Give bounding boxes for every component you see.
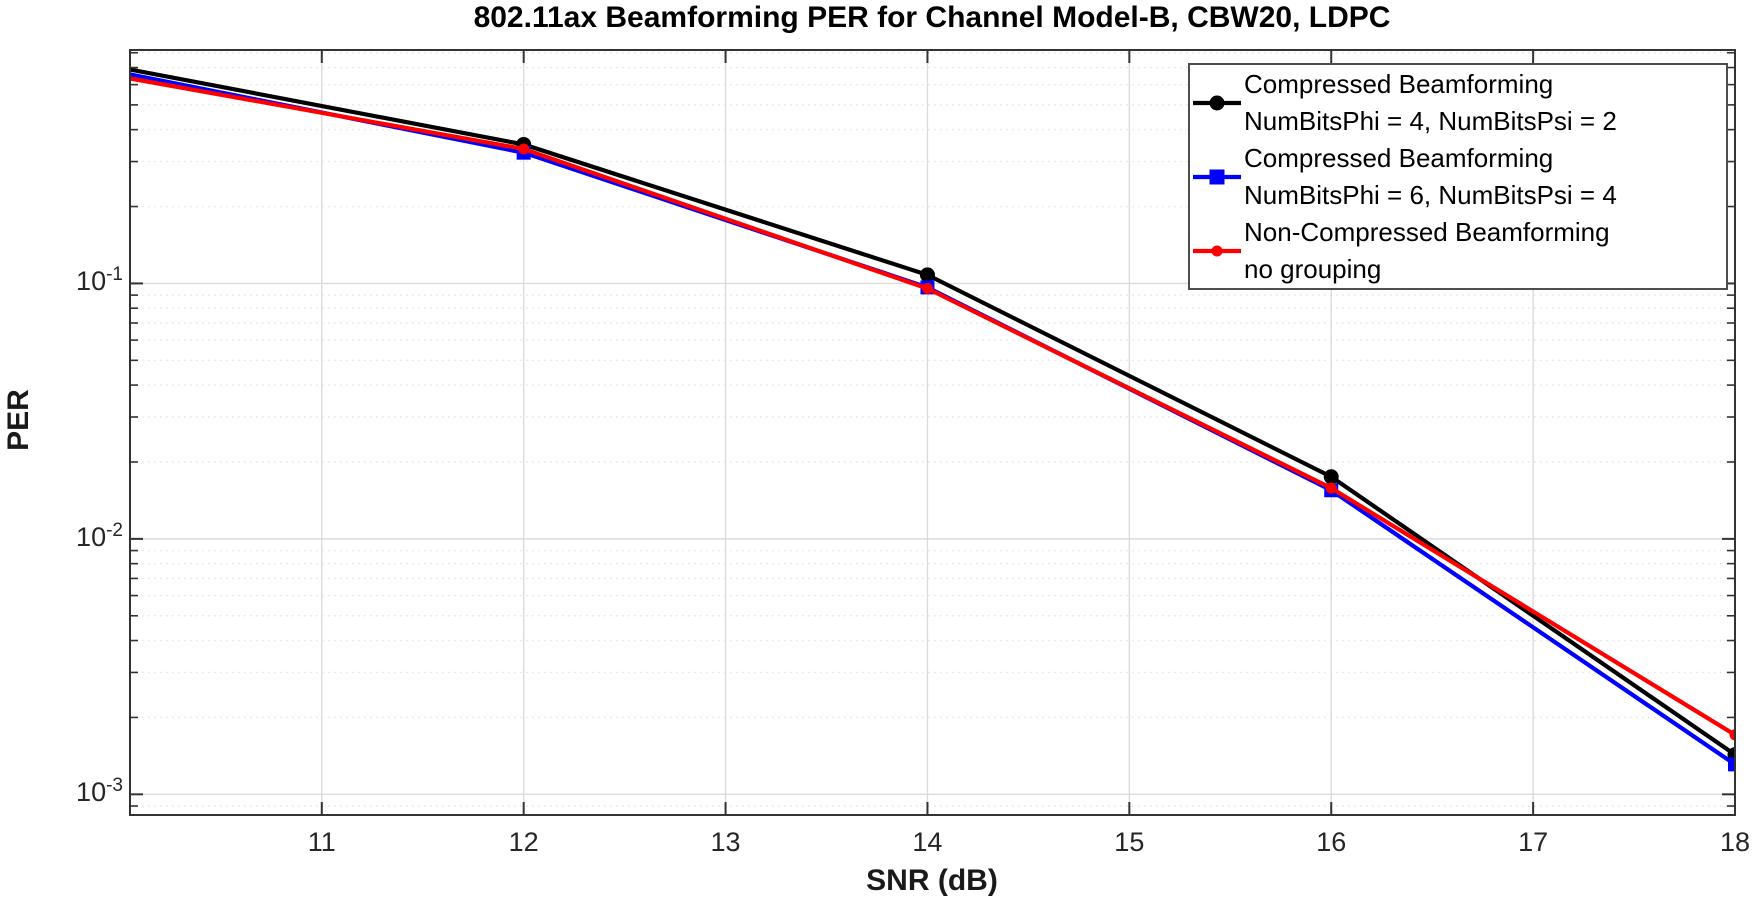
- legend-line-dot-marker-icon: [1193, 245, 1241, 257]
- legend-entry-non-compressed: Non-Compressed Beamforming no grouping: [1190, 214, 1726, 288]
- legend-label-line1: Compressed Beamforming: [1244, 143, 1554, 173]
- legend-label: Compressed Beamforming NumBitsPhi = 6, N…: [1244, 140, 1617, 214]
- x-tick-label: 13: [710, 827, 741, 857]
- x-tick-label: 15: [1114, 827, 1145, 857]
- data-point-marker-circle: [1323, 469, 1339, 485]
- data-point-marker-dot: [1325, 482, 1337, 494]
- x-tick-label: 18: [1719, 827, 1751, 857]
- legend-label: Non-Compressed Beamforming no grouping: [1244, 214, 1610, 288]
- legend-entry-compressed-6-4: Compressed Beamforming NumBitsPhi = 6, N…: [1190, 140, 1726, 214]
- x-axis-label: SNR (dB): [866, 864, 998, 897]
- data-point-marker-dot: [1211, 245, 1223, 257]
- x-tick-label: 14: [912, 827, 943, 857]
- legend-label-line1: Non-Compressed Beamforming: [1244, 217, 1610, 247]
- legend-line-square-marker-icon: [1193, 169, 1241, 185]
- y-axis-label: PER: [2, 389, 35, 451]
- legend-label: Compressed Beamforming NumBitsPhi = 4, N…: [1244, 66, 1617, 140]
- legend-label-line2: NumBitsPhi = 4, NumBitsPsi = 2: [1244, 106, 1617, 136]
- legend-label-line2: no grouping: [1244, 254, 1382, 284]
- data-point-marker-circle: [112, 60, 127, 75]
- data-point-marker-dot: [518, 143, 530, 155]
- chart-title: 802.11ax Beamforming PER for Channel Mod…: [473, 1, 1391, 34]
- legend-label-line1: Compressed Beamforming: [1244, 69, 1554, 99]
- y-tick-label: 10-2: [76, 519, 123, 552]
- data-point-marker-dot: [921, 283, 933, 295]
- data-point-marker-circle: [1209, 95, 1225, 111]
- data-point-marker-dot: [1729, 729, 1735, 741]
- data-point-marker-circle: [919, 267, 935, 283]
- legend-entry-compressed-4-2: Compressed Beamforming NumBitsPhi = 4, N…: [1190, 66, 1726, 140]
- legend-line-circle-marker-icon: [1193, 95, 1241, 111]
- x-tick-label: 11: [307, 827, 336, 857]
- y-tick-label: 10-3: [76, 775, 123, 808]
- x-tick-label: 16: [1316, 827, 1347, 857]
- data-point-marker-square: [1209, 169, 1225, 185]
- axes-box: [129, 49, 1736, 816]
- x-tick-label: 17: [1518, 827, 1549, 857]
- x-tick-label: 12: [508, 827, 539, 857]
- y-tick-label: 10-1: [76, 264, 123, 297]
- data-point-marker-square: [1728, 757, 1735, 772]
- legend: Compressed Beamforming NumBitsPhi = 4, N…: [1188, 63, 1728, 290]
- legend-label-line2: NumBitsPhi = 6, NumBitsPsi = 4: [1244, 180, 1617, 210]
- data-point-marker-square: [113, 65, 127, 79]
- series-group: [112, 60, 1735, 772]
- data-point-marker-dot: [114, 71, 125, 82]
